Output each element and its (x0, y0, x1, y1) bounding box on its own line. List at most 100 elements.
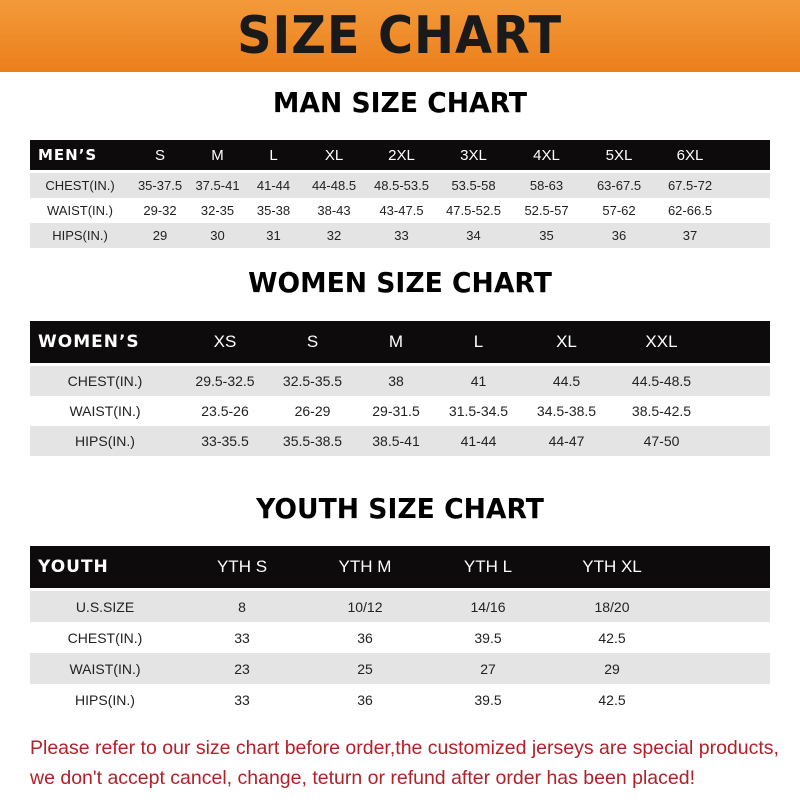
table-cell: 35-38 (256, 203, 291, 218)
row-label: CHEST(IN.) (67, 373, 143, 389)
youth-chart-title: YOUTH SIZE CHART (256, 492, 544, 525)
table-cell: YTH L (463, 557, 513, 576)
table-row: CHEST(IN.) 29.5-32.5 32.5-35.5 38 41 44.5 44.5… (30, 366, 770, 396)
table-cell: 42.5 (598, 629, 626, 646)
row-label: HIPS(IN.) (75, 433, 135, 449)
row-label: WOMEN’S (38, 332, 140, 352)
table-cell: 34 (466, 228, 481, 243)
table-cell: YTH XL (582, 557, 642, 576)
youth-size-table: YOUTH YTH S YTH M YTH L YTH XL U.S.SIZE 8 10/12… (30, 546, 770, 715)
table-cell: 32 (326, 228, 342, 243)
table-cell: 44-47 (548, 433, 585, 449)
table-cell: 8 (238, 598, 246, 615)
table-cell: 29 (152, 228, 168, 243)
table-cell: 52.5-57 (524, 203, 569, 218)
table-cell: 25 (357, 660, 373, 677)
table-cell: XL (324, 146, 344, 164)
table-cell: 42.5 (598, 691, 626, 708)
row-label: HIPS(IN.) (52, 228, 108, 243)
row-label: U.S.SIZE (75, 598, 135, 615)
women-size-table: WOMEN’S XS S M L XL XXL CHEST(IN.) 29.5-32.5 32.5… (30, 321, 770, 456)
table-cell: 18/20 (594, 598, 630, 615)
table-cell: S (154, 146, 165, 164)
table-cell: 29 (604, 660, 620, 677)
table-cell: 5XL (605, 146, 633, 164)
row-label: MEN’S (38, 146, 98, 164)
table-row: WAIST(IN.) 23 25 27 29 (30, 653, 770, 684)
table-cell: 29-31.5 (372, 403, 420, 419)
table-cell: YTH S (216, 557, 268, 576)
table-row: HIPS(IN.) 33-35.5 35.5-38.5 38.5-41 41-44 44-… (30, 426, 770, 456)
table-cell: 33 (234, 629, 250, 646)
table-row: CHEST(IN.) 35-37.5 37.5-41 41-44 44-48.5 48.5… (30, 173, 770, 198)
table-cell: S (306, 332, 319, 351)
table-cell: 67.5-72 (667, 178, 713, 193)
table-cell: 58-63 (529, 178, 564, 193)
table-cell: M (388, 332, 404, 351)
table-cell: 33 (234, 691, 250, 708)
table-cell: 44.5-48.5 (631, 373, 692, 389)
row-label: WAIST(IN.) (69, 660, 141, 677)
table-cell: 38.5-41 (372, 433, 420, 449)
table-cell: 14/16 (470, 598, 506, 615)
table-cell: 31 (266, 228, 281, 243)
table-cell: 31.5-34.5 (448, 403, 509, 419)
table-cell: XS (213, 332, 237, 351)
table-cell: 38-43 (317, 203, 351, 218)
table-cell: 23.5-26 (201, 403, 249, 419)
table-row: U.S.SIZE 8 10/12 14/16 18/20 (30, 591, 770, 622)
table-header-row: WOMEN’S XS S M L XL XXL (30, 321, 770, 363)
row-label: HIPS(IN.) (75, 691, 135, 708)
table-row: CHEST(IN.) 33 36 39.5 42.5 (30, 622, 770, 653)
table-cell: 44.5 (552, 373, 581, 389)
table-header-row: MEN’S S M L XL 2XL 3XL 4XL 5XL 6XL (30, 140, 770, 170)
table-cell: 33 (394, 228, 409, 243)
row-label: CHEST(IN.) (45, 178, 115, 193)
table-cell: 39.5 (474, 691, 502, 708)
table-cell: XXL (645, 332, 678, 351)
table-cell: 41-44 (256, 178, 291, 193)
table-cell: 36 (611, 228, 627, 243)
table-cell: 36 (357, 691, 373, 708)
table-cell: 57-62 (602, 203, 636, 218)
table-cell: 32.5-35.5 (282, 373, 343, 389)
table-cell: 35 (539, 228, 554, 243)
table-row: WAIST(IN.) 23.5-26 26-29 29-31.5 31.5-34.5 34… (30, 396, 770, 426)
men-size-table: MEN’S S M L XL 2XL 3XL 4XL 5XL 6XL CHEST(IN.) 35-37… (30, 140, 770, 248)
table-row: HIPS(IN.) 29 30 31 32 33 34 35 36 37 (30, 223, 770, 248)
table-cell: 37.5-41 (195, 178, 240, 193)
table-cell: 35.5-38.5 (282, 433, 343, 449)
notice: Please refer to our size chart before or… (30, 733, 790, 793)
table-cell: 62-66.5 (667, 203, 713, 218)
table-cell: 44-48.5 (311, 178, 357, 193)
table-cell: 47.5-52.5 (446, 203, 501, 218)
table-cell: 35-37.5 (137, 178, 183, 193)
table-cell: 6XL (676, 146, 704, 164)
table-cell: XL (556, 332, 577, 351)
table-cell: YTH M (338, 557, 392, 576)
men-chart-title: MAN SIZE CHART (272, 86, 528, 119)
row-label: YOUTH (38, 557, 109, 577)
table-cell: L (473, 332, 484, 351)
table-cell: 30 (210, 228, 225, 243)
table-cell: 2XL (388, 146, 415, 164)
table-cell: 41-44 (460, 433, 497, 449)
table-cell: 47-50 (643, 433, 680, 449)
table-cell: 10/12 (347, 598, 383, 615)
page-title: SIZE CHART (237, 6, 563, 66)
table-cell: 3XL (460, 146, 487, 164)
table-cell: 29.5-32.5 (195, 373, 255, 389)
table-cell: L (269, 146, 278, 164)
row-label: CHEST(IN.) (67, 629, 143, 646)
table-cell: 29-32 (143, 203, 177, 218)
row-label: WAIST(IN.) (69, 403, 141, 419)
table-cell: 53.5-58 (451, 178, 496, 193)
row-label: WAIST(IN.) (47, 203, 113, 218)
table-cell: 43-47.5 (379, 203, 424, 218)
table-cell: M (211, 146, 224, 164)
table-cell: 37 (682, 228, 698, 243)
table-cell: 41 (470, 373, 487, 389)
table-cell: 33-35.5 (201, 433, 249, 449)
table-cell: 63-67.5 (596, 178, 642, 193)
women-chart-title: WOMEN SIZE CHART (248, 266, 552, 299)
